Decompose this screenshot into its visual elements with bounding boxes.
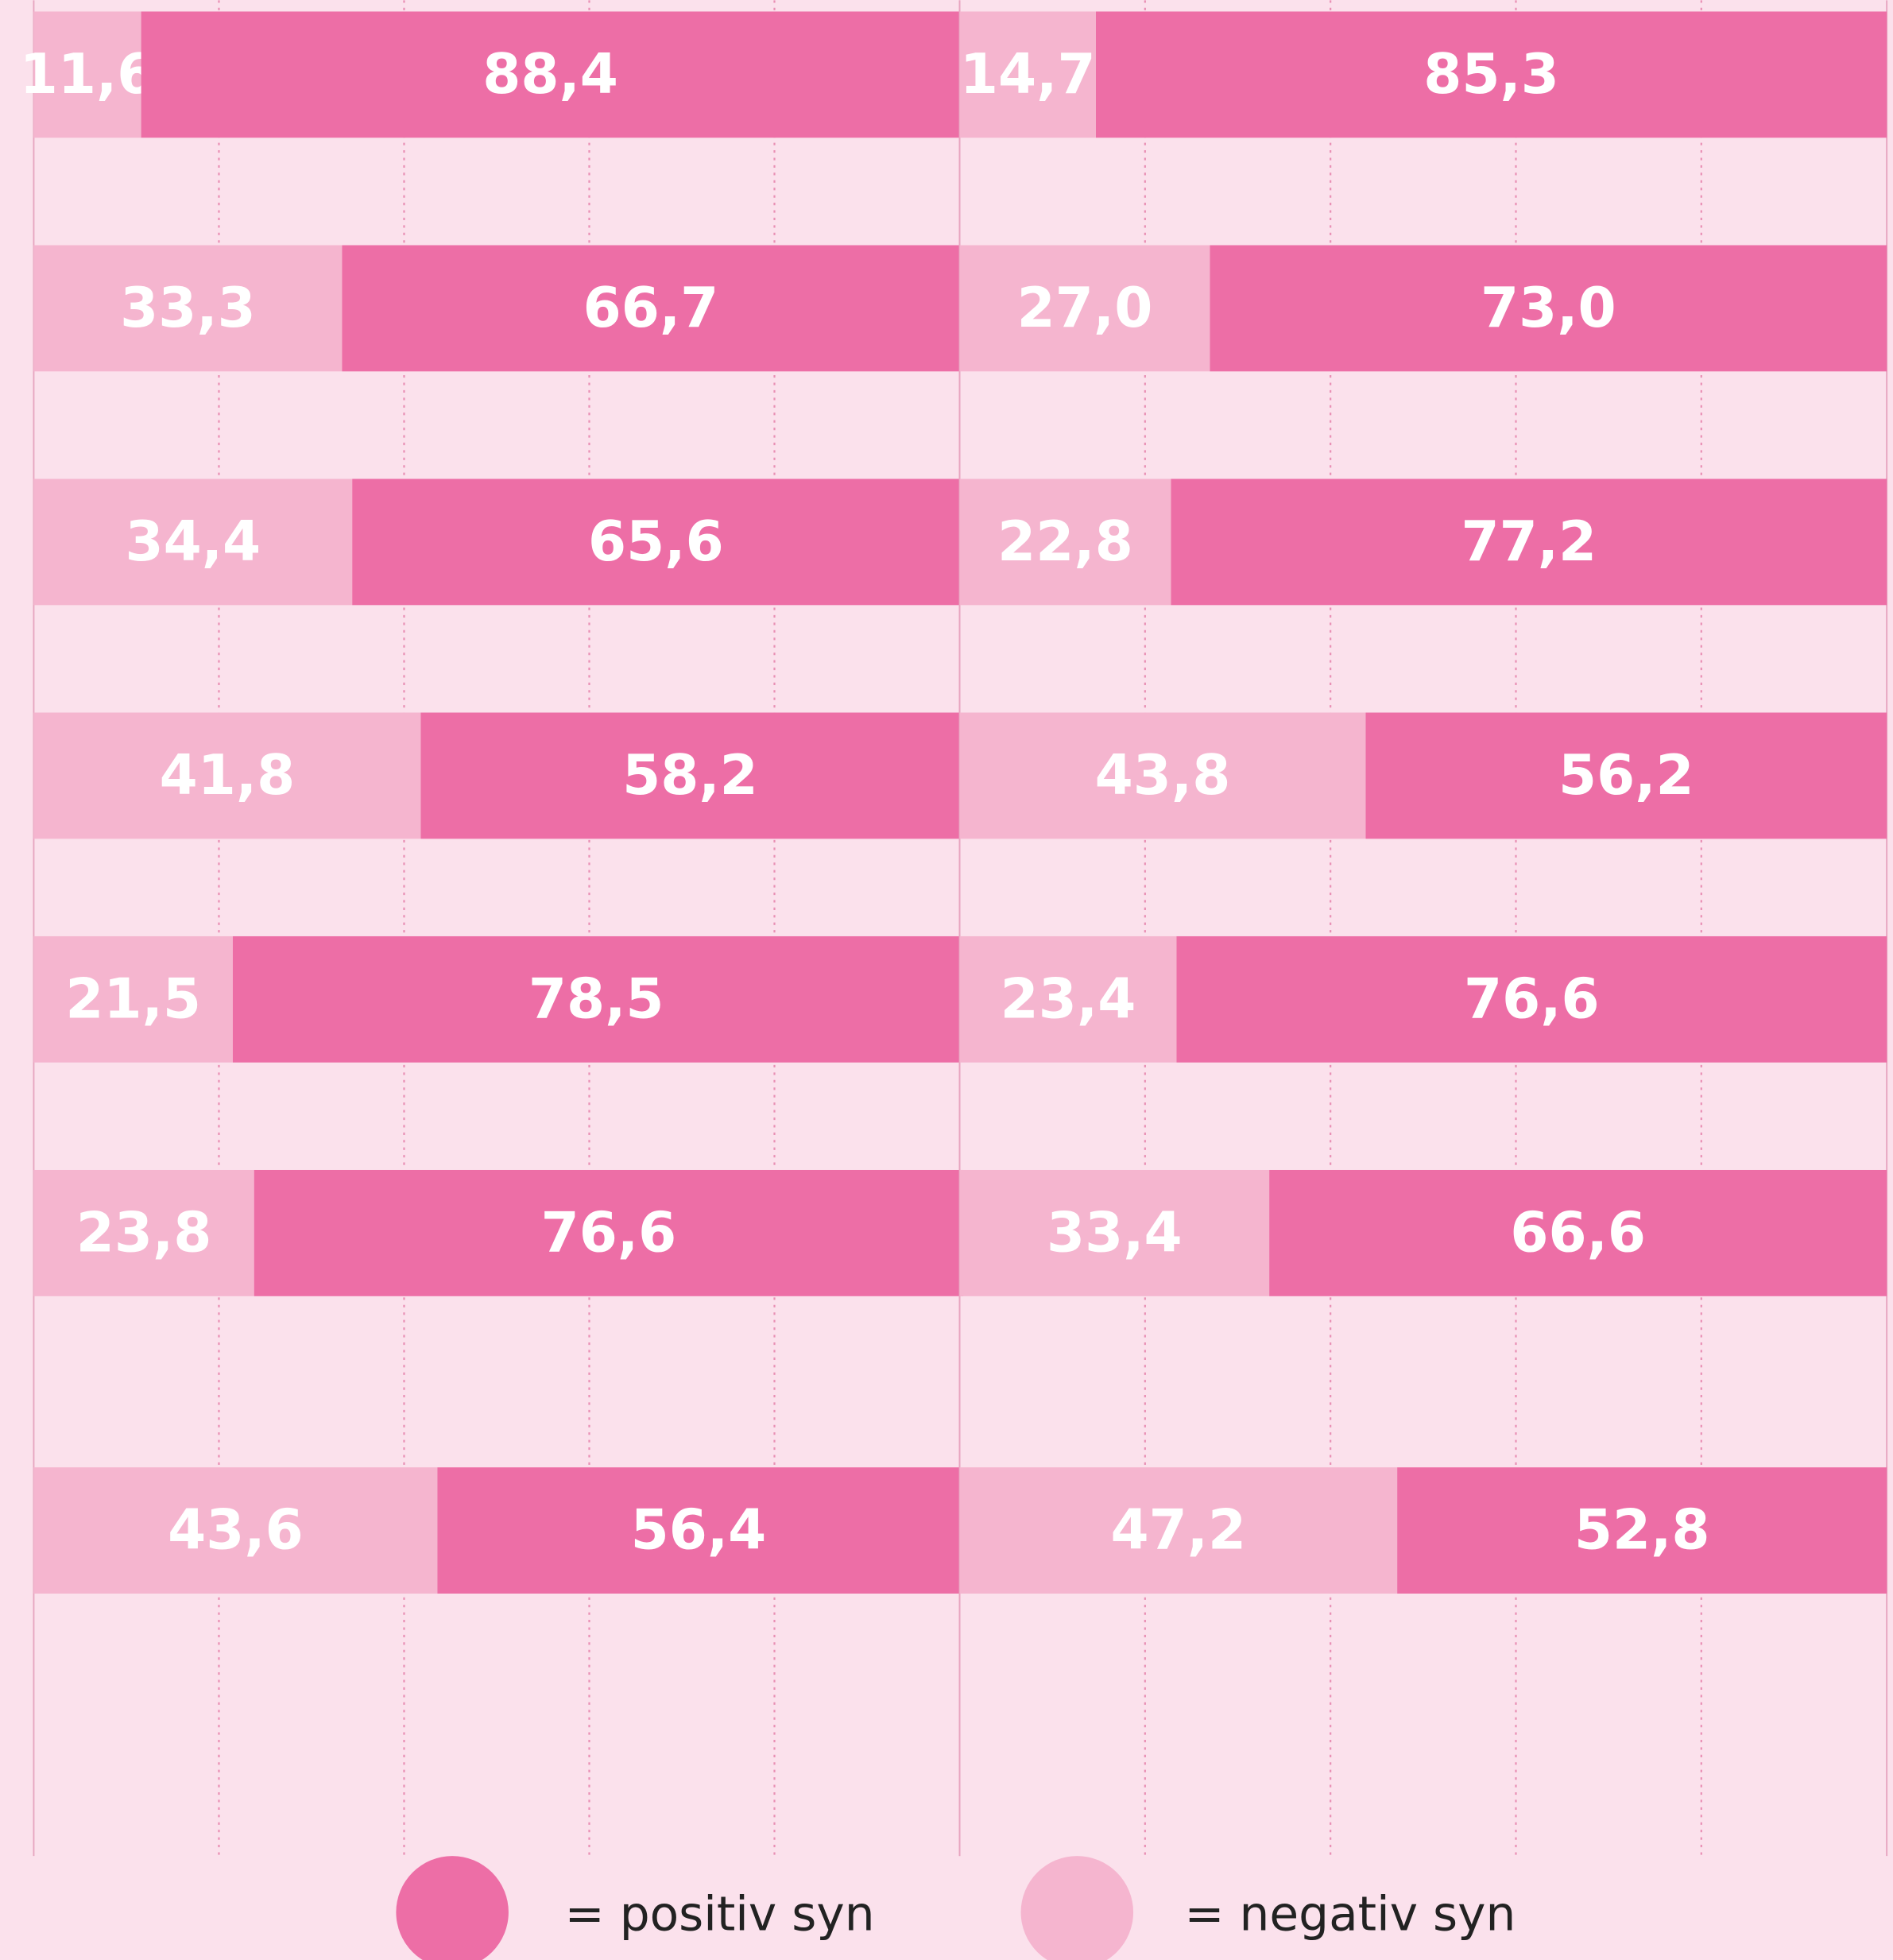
data-label: 52,8 (1574, 1499, 1710, 1563)
bar-segment (1171, 478, 1887, 606)
bar-segment (959, 478, 1171, 606)
data-label: 77,2 (1461, 510, 1597, 574)
bar-segment (232, 935, 960, 1063)
bar-segment (1176, 935, 1887, 1063)
data-label: 41,8 (160, 744, 296, 808)
data-label: 47,2 (1110, 1499, 1246, 1563)
data-label: 66,7 (583, 277, 719, 340)
bar-segment (959, 11, 1097, 138)
bar-segment (33, 478, 353, 606)
bar-segment (33, 11, 141, 138)
bar-segment (959, 1169, 1270, 1296)
legend-swatch (396, 1856, 509, 1960)
bar-segment (33, 1169, 254, 1296)
legend-label: = negativ syn (1185, 1888, 1516, 1943)
bar-segment (1096, 11, 1887, 138)
data-label: 78,5 (528, 967, 664, 1031)
data-label: 14,7 (960, 43, 1096, 107)
data-label: 23,8 (76, 1201, 212, 1265)
bar-segment (352, 478, 960, 606)
bar-segment (959, 1467, 1398, 1594)
data-label: 88,4 (482, 43, 618, 107)
legend: = negativ syn = positiv syn (396, 1856, 1516, 1960)
bar-segment (33, 1467, 438, 1594)
data-label: 33,3 (120, 277, 256, 340)
bar-segment (1269, 1169, 1887, 1296)
data-label: 56,4 (631, 1499, 767, 1563)
bar-segment (33, 935, 233, 1063)
data-label: 65,6 (588, 510, 724, 574)
data-label: 58,2 (622, 744, 758, 808)
bar-segment (33, 245, 343, 372)
bar-segment (959, 712, 1366, 839)
data-label: 33,4 (1047, 1201, 1183, 1265)
data-label: 27,0 (1017, 277, 1153, 340)
bar-segment (1365, 712, 1887, 839)
data-label: 73,0 (1481, 277, 1616, 340)
panel: 14,7 85,3 27,0 73,0 22,8 77,2 43,8 56,2 23,4 76,6… (958, 0, 1888, 1857)
data-label: 76,6 (541, 1201, 677, 1265)
panel: 11,6 88,4 33,3 66,7 34,4 65,6 41,8 58,2 21,5 78,5… (20, 0, 964, 1857)
bar-segment (342, 245, 960, 372)
data-label: 34,4 (126, 510, 261, 574)
data-label: 21,5 (65, 967, 201, 1031)
bar-segment (420, 712, 960, 839)
bar-segment (254, 1169, 964, 1296)
bar-segment (437, 1467, 960, 1594)
bar-segment (141, 11, 960, 138)
data-label: 43,8 (1095, 744, 1231, 808)
data-label: 76,6 (1464, 967, 1600, 1031)
data-label: 43,6 (168, 1499, 304, 1563)
bar-segment (1210, 245, 1887, 372)
legend-label: = positiv syn (565, 1888, 875, 1943)
data-label: 11,6 (20, 43, 156, 107)
data-label: 22,8 (997, 510, 1133, 574)
bar-segment (33, 712, 421, 839)
data-label: 66,6 (1510, 1201, 1646, 1265)
data-label: 56,2 (1558, 744, 1694, 808)
legend-swatch (1020, 1856, 1134, 1960)
data-label: 23,4 (1001, 967, 1136, 1031)
data-label: 85,3 (1423, 43, 1559, 107)
panels: 11,6 88,4 33,3 66,7 34,4 65,6 41,8 58,2 21,5 78,5… (20, 0, 1888, 1857)
bar-segment (959, 245, 1210, 372)
bar-segment (1397, 1467, 1887, 1594)
bar-segment (959, 935, 1177, 1063)
